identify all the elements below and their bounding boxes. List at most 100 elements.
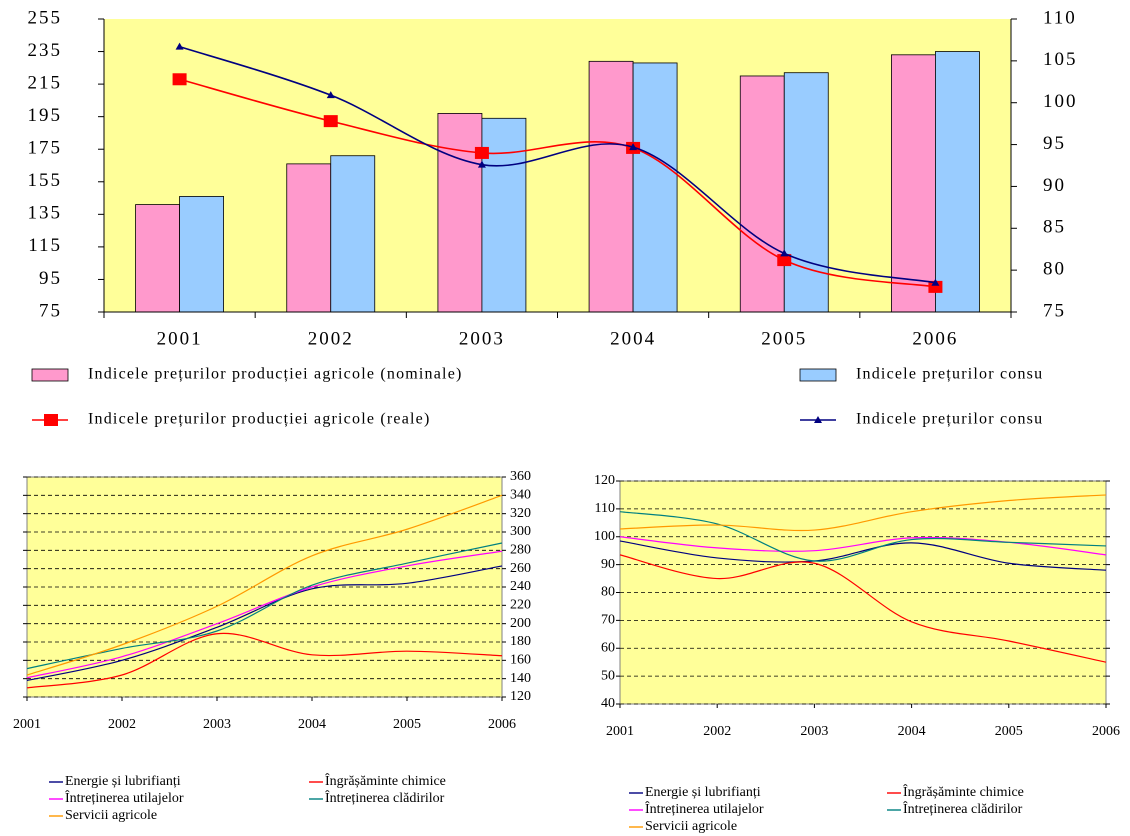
x-tick-label: 2003 [800, 724, 828, 739]
x-tick-label: 2001 [13, 717, 41, 732]
y-tick-label: 200 [510, 616, 531, 631]
legend-label: Întreținerea utilajelor [645, 800, 764, 817]
y-tick-label: 95 [39, 268, 62, 289]
y-tick-label: 160 [510, 653, 531, 668]
y-tick-label: 255 [28, 7, 63, 28]
x-tick-label: 2003 [459, 328, 505, 349]
y-tick-label: 40 [601, 696, 615, 711]
y-tick-label: 260 [510, 561, 531, 576]
y-tick-label: 135 [28, 203, 63, 224]
x-tick-label: 2001 [606, 724, 634, 739]
plot-area [104, 19, 1011, 312]
y-tick-label: 215 [28, 72, 63, 93]
marker [323, 115, 338, 128]
x-tick-label: 2004 [298, 717, 326, 732]
bar [891, 54, 936, 313]
x-tick-label: 2006 [912, 328, 958, 349]
line [26, 542, 503, 670]
y-tick-label: 280 [510, 543, 531, 558]
line [619, 540, 1107, 571]
y-tick-label: 320 [510, 506, 531, 521]
legend-label: Servicii agricole [645, 819, 737, 834]
line [619, 494, 1107, 532]
marker [172, 73, 187, 86]
line [26, 494, 503, 676]
y-tick-label: 340 [510, 488, 531, 503]
y-tick-label: 115 [28, 235, 62, 256]
line [619, 554, 1107, 663]
line [619, 511, 1107, 562]
y2-tick-label: 85 [1043, 217, 1066, 238]
bar [286, 163, 332, 313]
x-tick-label: 2004 [898, 724, 926, 739]
x-tick-label: 2002 [308, 328, 354, 349]
x-tick-label: 2002 [703, 724, 731, 739]
line [179, 78, 936, 288]
y2-tick-label: 110 [1043, 7, 1077, 28]
marker [780, 249, 789, 257]
y-tick-label: 50 [601, 668, 615, 683]
marker [175, 42, 184, 50]
bar [935, 51, 980, 313]
legend-label: Energie și lubrifianți [65, 774, 181, 789]
marker [928, 280, 943, 293]
legend-label: Indicele prețurilor producției agricole … [88, 366, 463, 383]
y-tick-label: 75 [39, 300, 62, 321]
y-tick-label: 155 [28, 170, 63, 191]
y-tick-label: 195 [28, 105, 63, 126]
y2-tick-label: 80 [1043, 259, 1066, 280]
legend-marker [44, 414, 58, 426]
legend-marker [814, 416, 822, 423]
legend-label: Întreținerea clădirilor [325, 789, 445, 806]
x-tick-label: 2002 [108, 717, 136, 732]
bar [783, 72, 829, 313]
y-tick-label: 110 [595, 501, 615, 516]
legend-label: Indicele prețurilor producției agricole … [88, 411, 430, 428]
line [619, 536, 1107, 556]
bar [179, 196, 224, 313]
y-tick-label: 180 [510, 634, 531, 649]
y-tick-label: 60 [601, 640, 615, 655]
x-tick-label: 2004 [610, 328, 656, 349]
legend-swatch [799, 368, 837, 382]
legend-label: Energie și lubrifianți [645, 785, 761, 800]
y-tick-label: 220 [510, 598, 531, 613]
line [26, 632, 503, 689]
line [179, 45, 936, 284]
x-tick-label: 2005 [761, 328, 807, 349]
y2-tick-label: 90 [1043, 175, 1066, 196]
legend-label: Îngrășăminte chimice [903, 783, 1024, 800]
line [26, 565, 503, 682]
y-tick-label: 240 [510, 579, 531, 594]
legend-label: Îngrășăminte chimice [325, 772, 446, 789]
y2-tick-label: 95 [1043, 133, 1066, 154]
bar [437, 113, 483, 313]
y-tick-label: 120 [510, 689, 531, 704]
y-tick-label: 175 [28, 138, 63, 159]
marker [477, 160, 486, 168]
y-tick-label: 300 [510, 524, 531, 539]
x-tick-label: 2005 [995, 724, 1023, 739]
bar [330, 155, 376, 313]
y-tick-label: 70 [601, 613, 615, 628]
legend-label: Indicele prețurilor consu [856, 366, 1043, 383]
marker [629, 143, 638, 151]
line [26, 550, 503, 679]
y2-tick-label: 105 [1043, 49, 1078, 70]
bar [632, 62, 678, 313]
legend-label: Întreținerea clădirilor [903, 800, 1023, 817]
x-tick-label: 2001 [157, 328, 203, 349]
marker [931, 278, 940, 286]
bar [135, 204, 180, 313]
y2-tick-label: 100 [1043, 91, 1078, 112]
y-tick-label: 80 [601, 585, 615, 600]
y-tick-label: 235 [28, 40, 63, 61]
legend-label: Întreținerea utilajelor [65, 789, 184, 806]
y-tick-label: 120 [594, 473, 615, 488]
marker [326, 91, 335, 99]
x-tick-label: 2003 [203, 717, 231, 732]
legend-label: Indicele prețurilor consu [856, 411, 1043, 428]
x-tick-label: 2005 [393, 717, 421, 732]
